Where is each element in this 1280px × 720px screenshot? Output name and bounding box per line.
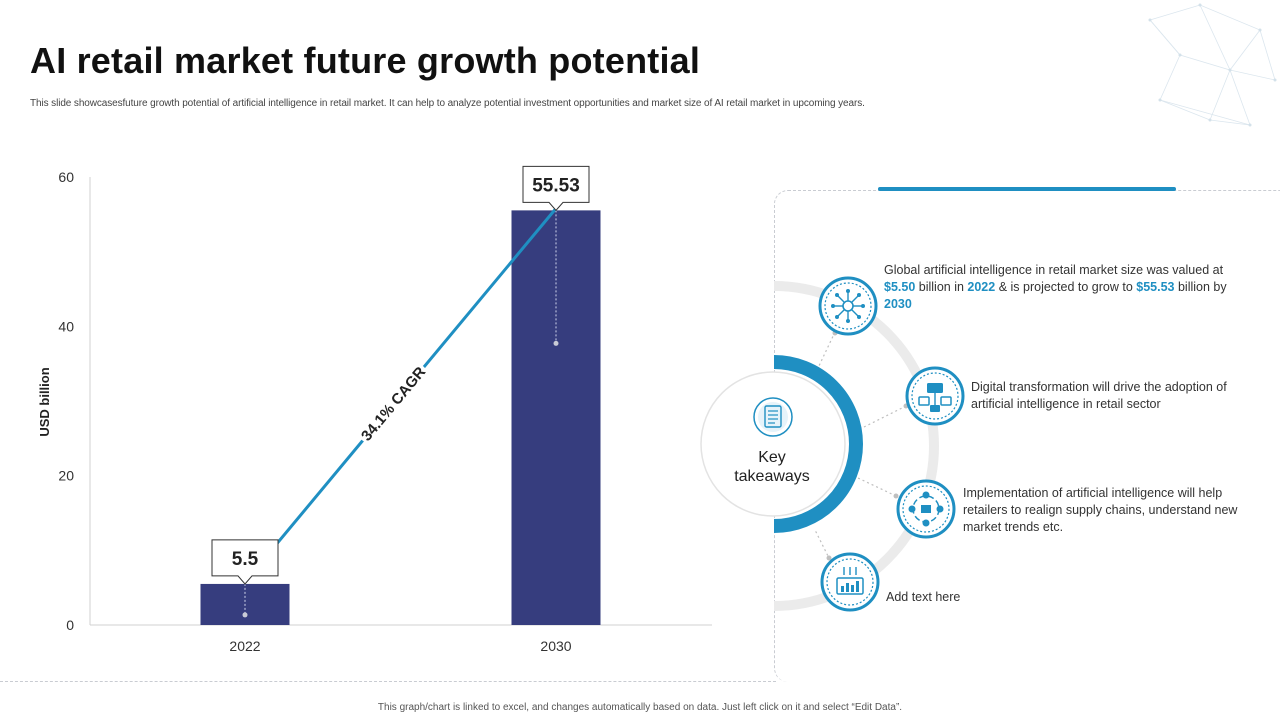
key-label-line2: takeaways	[734, 468, 810, 485]
x-tick-label: 2022	[229, 638, 260, 654]
value-callout-label: 55.53	[532, 175, 580, 196]
cagr-label: 34.1% CAGR	[358, 364, 429, 445]
highlight-value-2030: $55.53	[1136, 280, 1175, 294]
takeaway-2-text: Digital transformation will drive the ad…	[971, 380, 1227, 411]
divider-bottom	[0, 681, 776, 682]
value-callout-label: 5.5	[232, 549, 259, 570]
takeaway-4-text: Add text here	[886, 590, 961, 604]
bar-2030[interactable]	[511, 210, 601, 625]
y-tick-label: 60	[58, 169, 74, 185]
y-tick-label: 40	[58, 318, 74, 334]
key-takeaways-label: Key takeaways	[706, 448, 838, 486]
highlight-value-2022: $5.50	[884, 280, 916, 294]
cagr-annotation: 34.1% CAGR	[356, 363, 429, 445]
highlight-year-2030: 2030	[884, 297, 912, 311]
takeaway-1-text: Global artificial intelligence in retail…	[884, 263, 1227, 311]
y-tick-label: 0	[66, 617, 74, 633]
y-axis-label: USD billion	[37, 367, 52, 436]
key-label-line1: Key	[758, 449, 786, 466]
x-tick-label: 2030	[540, 638, 571, 654]
footer-note: This graph/chart is linked to excel, and…	[377, 702, 903, 713]
accent-bar	[878, 187, 1176, 191]
takeaway-3-text: Implementation of artificial intelligenc…	[963, 486, 1238, 534]
page-title: AI retail market future growth potential	[30, 40, 701, 81]
network-pattern-decoration	[1148, 3, 1277, 127]
page-subtitle: This slide showcasesfuture growth potent…	[30, 98, 865, 109]
highlight-year-2022: 2022	[967, 280, 996, 294]
value-marker-dot	[553, 340, 559, 346]
value-callout-box	[211, 539, 279, 585]
value-marker-dot	[242, 612, 248, 618]
y-tick-label: 20	[58, 468, 74, 484]
value-callout-box	[522, 165, 590, 212]
